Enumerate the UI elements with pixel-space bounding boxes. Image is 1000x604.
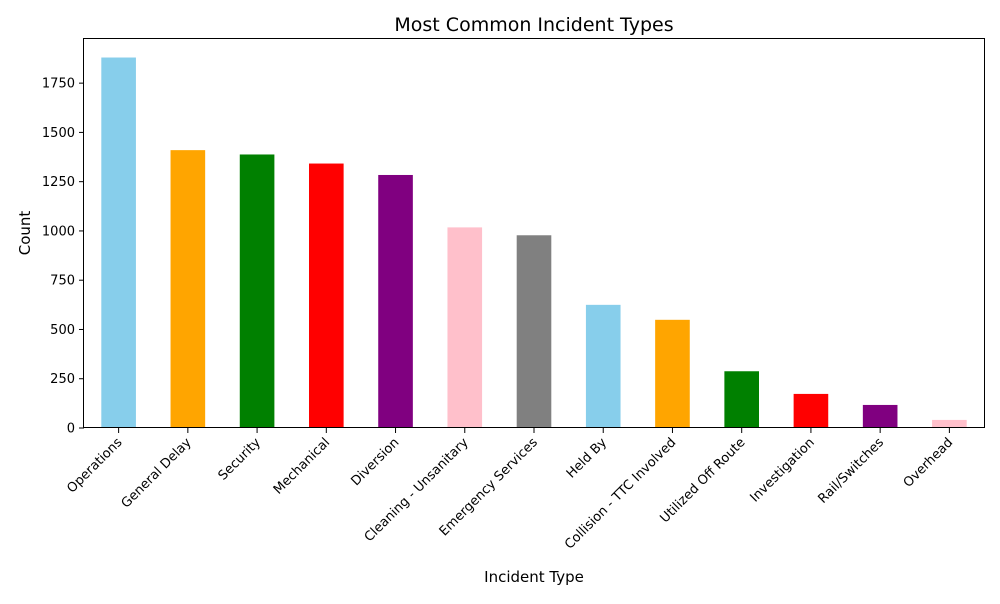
bar-operations [101, 57, 136, 429]
y-tick-label: 1750 [42, 77, 75, 92]
bar-overhead [932, 419, 967, 428]
bar-mechanical [309, 163, 344, 429]
y-tick-label: 0 [67, 422, 75, 437]
bar-diversion [378, 174, 413, 428]
x-tick-label: Diversion [348, 435, 402, 489]
bar-held-by [585, 304, 621, 428]
x-tick-label: Held By [564, 435, 610, 481]
y-tick-label: 250 [50, 372, 75, 387]
x-tick-label: General Delay [119, 435, 195, 511]
x-tick-label: Collision - TTC Involved [562, 435, 679, 552]
y-tick-label: 1500 [42, 126, 75, 141]
bar-investigation [793, 393, 829, 428]
plot-frame [83, 38, 985, 428]
x-tick-label: Mechanical [271, 435, 333, 497]
x-tick-label: Overhead [901, 435, 957, 491]
y-axis: 0 250 500 750 1000 1250 1500 1750 [42, 77, 84, 437]
bar-emergency-services [516, 235, 552, 428]
y-tick-label: 1250 [42, 175, 75, 190]
x-tick-label: Investigation [747, 435, 817, 505]
bars-layer [101, 57, 967, 429]
bar-utilized-off-route [724, 371, 759, 428]
y-tick-label: 1000 [42, 224, 75, 239]
y-tick-label: 500 [50, 323, 75, 338]
x-axis-label: Incident Type [484, 568, 584, 586]
x-tick-label: Security [216, 435, 265, 484]
y-tick-label: 750 [50, 274, 75, 289]
chart-title: Most Common Incident Types [394, 14, 673, 36]
y-axis-label: Count [16, 211, 34, 256]
bar-security [239, 154, 275, 429]
bar-collision-ttc-involved [655, 319, 690, 428]
bar-cleaning-unsanitary [447, 227, 483, 428]
bar-rail-switches [862, 404, 898, 428]
x-tick-label: Rail/Switches [816, 435, 888, 507]
bar-general-delay [170, 150, 206, 428]
x-tick-label: Operations [64, 435, 125, 496]
